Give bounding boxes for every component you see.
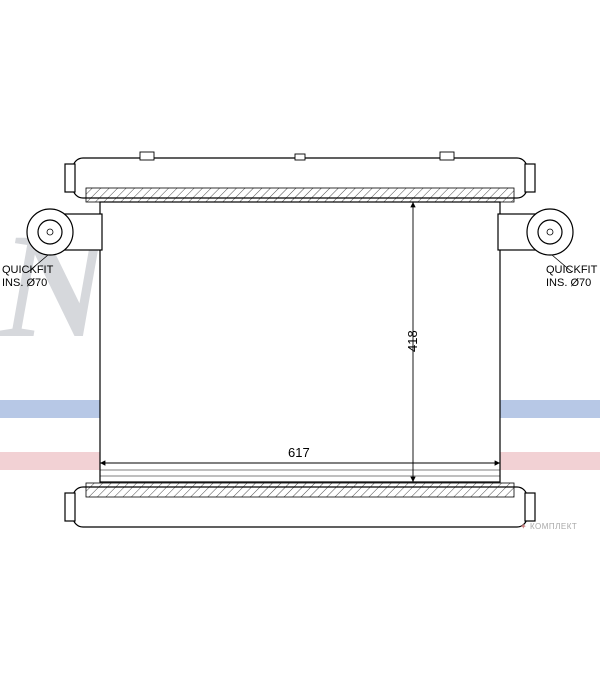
left-label-line1: QUICKFIT bbox=[2, 264, 53, 276]
right-label-line2: INS. Ø70 bbox=[546, 277, 591, 289]
dimension-width-value: 617 bbox=[288, 445, 310, 460]
vendor-logo: ✦ КОМПЛЕКТ bbox=[520, 522, 577, 531]
diagram-canvas: Nissens 617 418 QUICKFIT INS. Ø70 QUICKF… bbox=[0, 0, 600, 695]
vendor-logo-text: КОМПЛЕКТ bbox=[530, 522, 577, 531]
right-fitting-label: QUICKFIT INS. Ø70 bbox=[546, 264, 597, 290]
left-fitting-label: QUICKFIT INS. Ø70 bbox=[2, 264, 53, 290]
dimension-height-value: 418 bbox=[405, 330, 420, 352]
vendor-logo-icon: ✦ bbox=[520, 522, 527, 531]
left-label-line2: INS. Ø70 bbox=[2, 277, 47, 289]
radiator-drawing bbox=[0, 0, 600, 695]
right-label-line1: QUICKFIT bbox=[546, 264, 597, 276]
